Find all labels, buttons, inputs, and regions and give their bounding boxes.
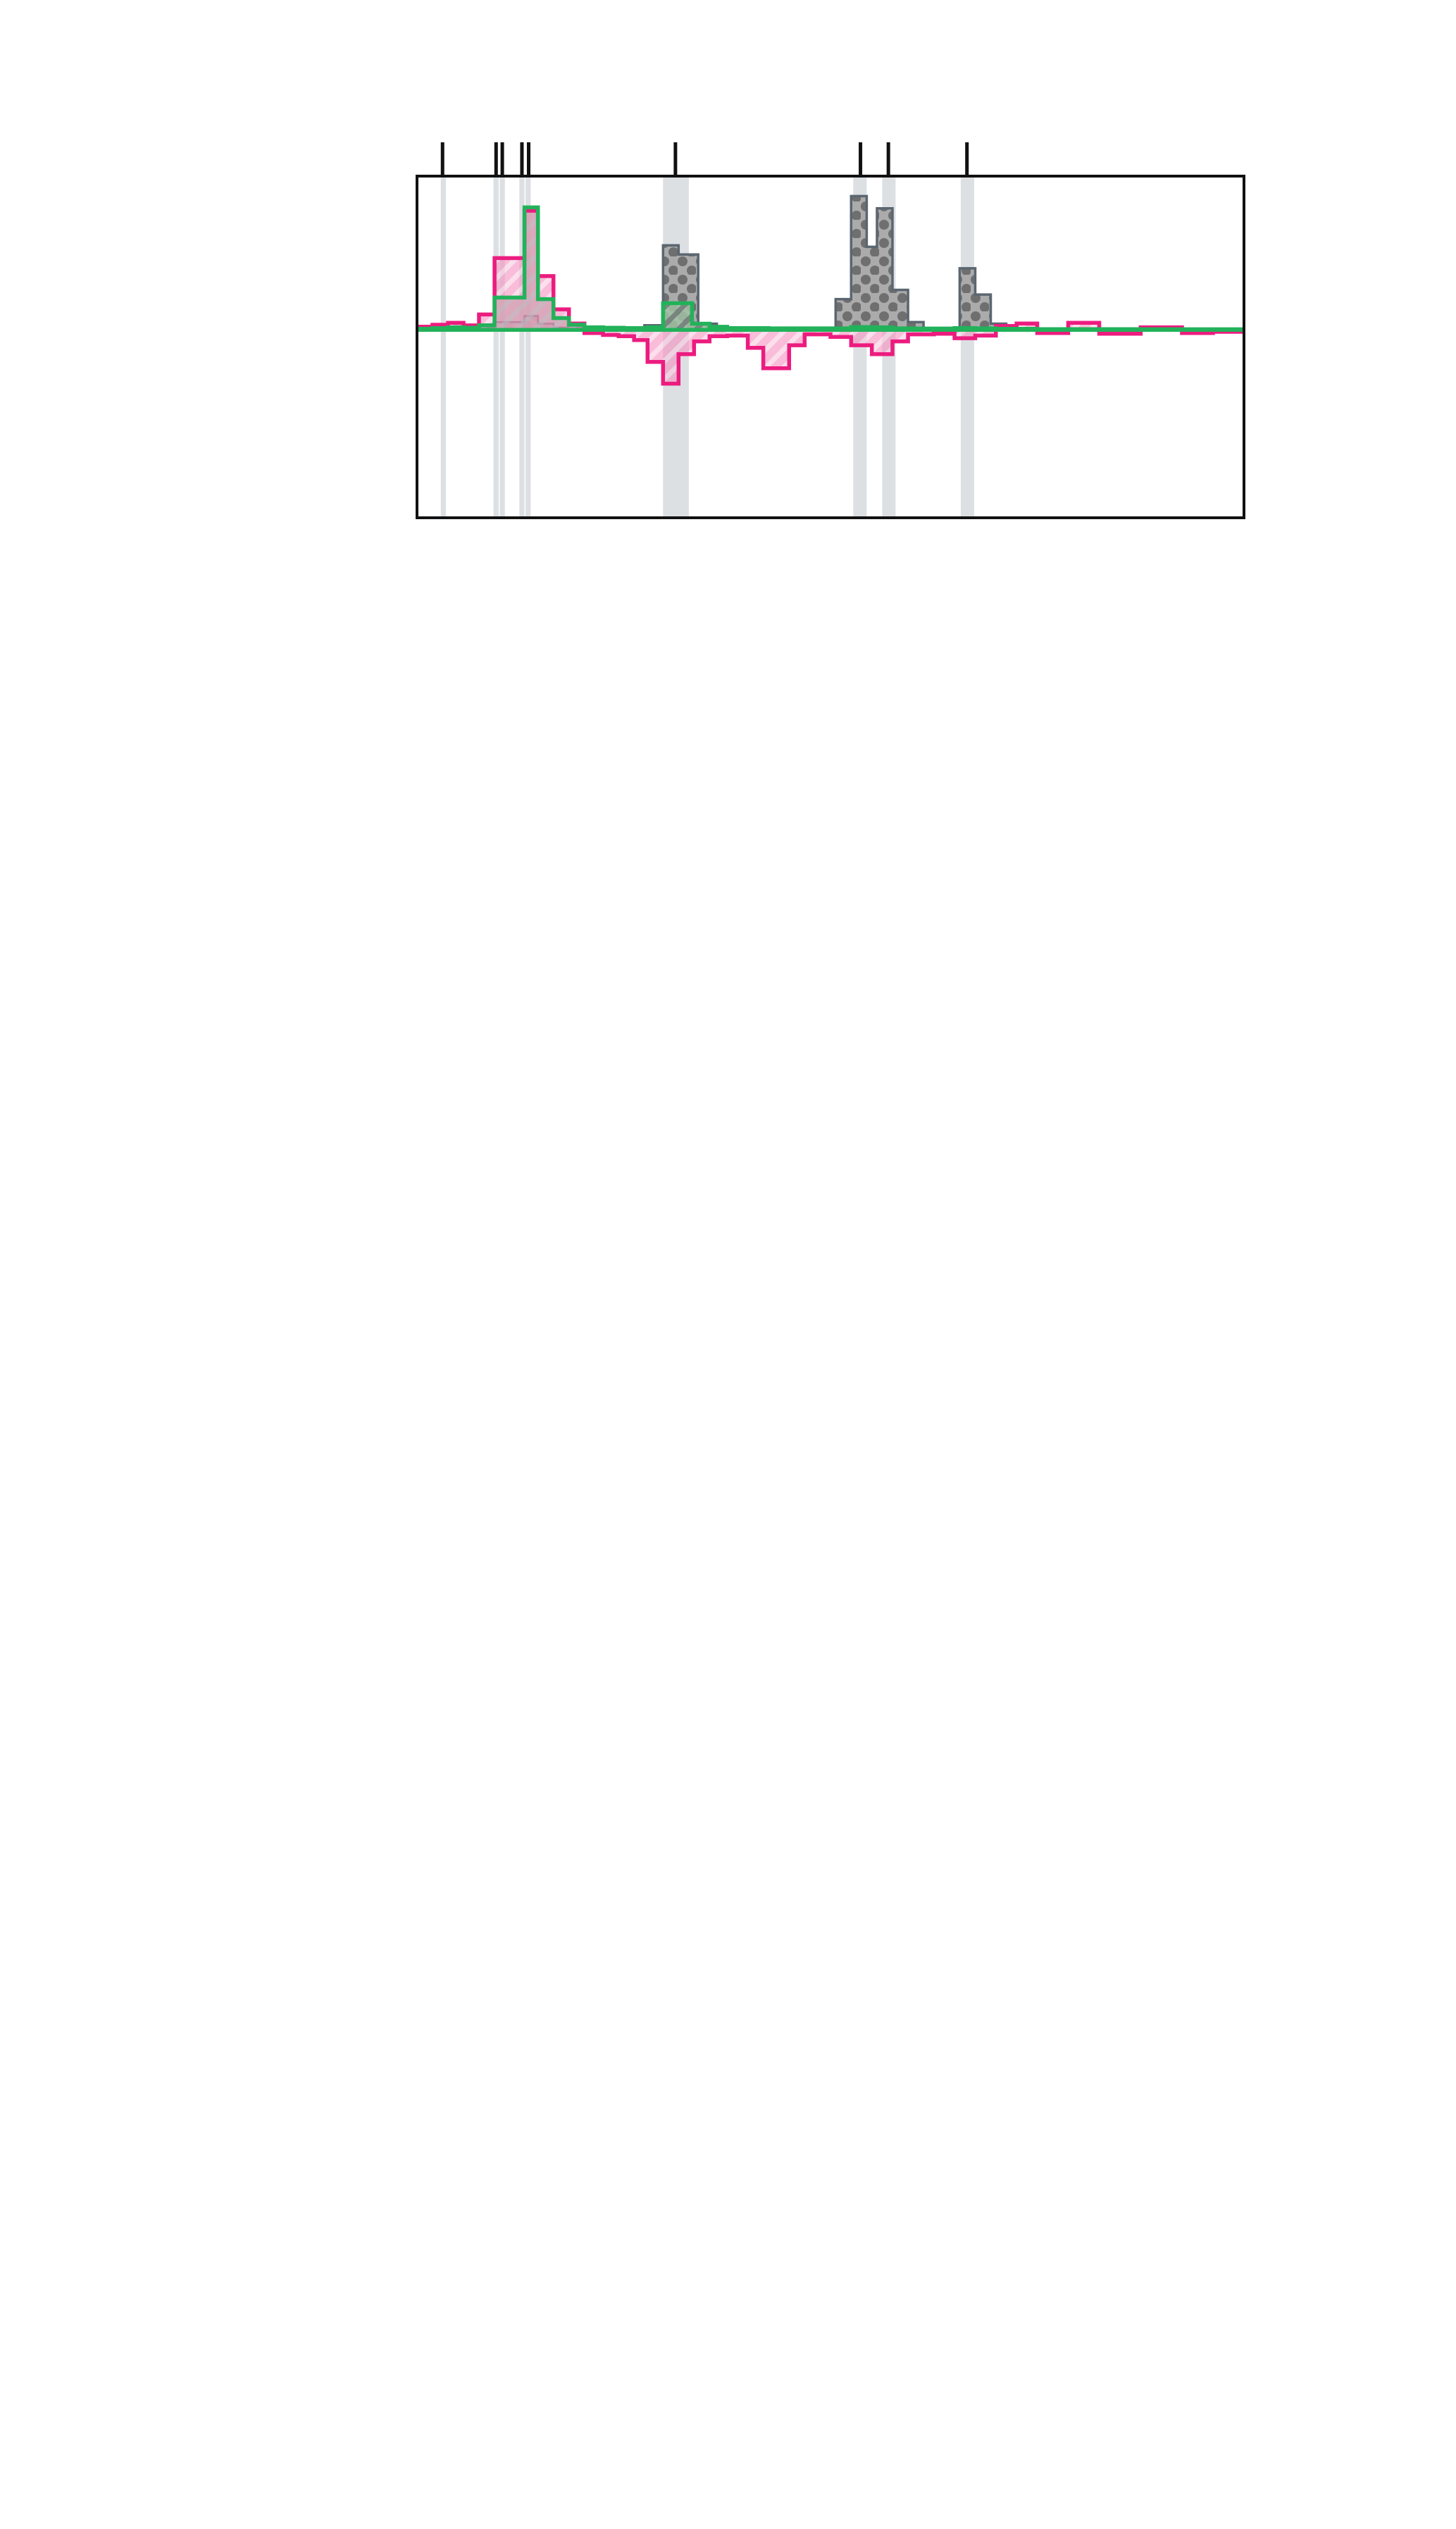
net-energy-series — [417, 209, 1244, 386]
panel-frame — [416, 175, 1245, 519]
orbital-band — [499, 176, 505, 518]
orbital-band — [525, 176, 531, 518]
orbital-band — [493, 176, 499, 518]
orbital-band — [519, 176, 525, 518]
panel-a — [416, 142, 1245, 519]
lr04-power-outline — [417, 205, 1244, 333]
orbital-band — [440, 176, 447, 518]
orbital-band — [960, 176, 974, 518]
